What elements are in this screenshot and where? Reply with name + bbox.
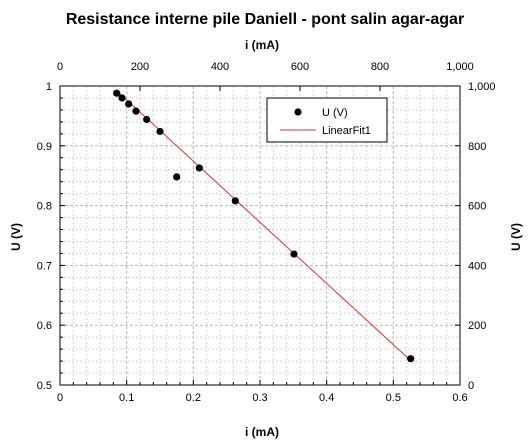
data-point	[132, 108, 139, 115]
right-y-tick-label: 600	[468, 201, 486, 213]
top-x-tick-label: 1,000	[446, 61, 474, 73]
data-point	[125, 100, 132, 107]
top-x-tick-label: 0	[57, 61, 63, 73]
x-tick-label: 0.2	[186, 392, 201, 404]
grid	[60, 86, 460, 385]
right-y-axis-label: U (V)	[509, 223, 523, 251]
legend-label-scatter: U (V)	[322, 107, 348, 119]
legend-label-line: LinearFit1	[322, 125, 371, 137]
top-x-tick-label: 600	[291, 61, 309, 73]
data-point	[156, 128, 163, 135]
data-point	[173, 173, 180, 180]
legend-marker-scatter	[294, 108, 301, 115]
top-x-axis-label: i (mA)	[245, 38, 279, 52]
x-axis-label: i (mA)	[245, 425, 279, 439]
x-tick-label: 0.6	[452, 392, 467, 404]
right-y-tick-label: 800	[468, 141, 486, 153]
data-point	[290, 250, 297, 257]
legend: U (V) LinearFit1	[267, 98, 387, 142]
y-tick-label: 0.5	[37, 380, 52, 392]
top-x-tick-label: 200	[131, 61, 149, 73]
data-point	[113, 90, 120, 97]
right-y-tick-label: 0	[468, 380, 474, 392]
x-tick-label: 0.4	[319, 392, 334, 404]
data-point	[143, 116, 150, 123]
top-x-tick-label: 400	[211, 61, 229, 73]
x-tick-label: 0.1	[119, 392, 134, 404]
right-y-tick-label: 400	[468, 260, 486, 272]
data-point	[407, 355, 414, 362]
y-tick-label: 0.6	[37, 320, 52, 332]
y-tick-label: 0.8	[37, 201, 52, 213]
top-x-tick-label: 800	[371, 61, 389, 73]
right-y-tick-label: 1,000	[468, 81, 496, 93]
x-tick-label: 0.5	[386, 392, 401, 404]
axis-ticks: 0 0.1 0.2 0.3 0.4 0.5 0.60.50.60.70.80.910 200 4…	[37, 61, 496, 404]
x-tick-label: 0.3	[252, 392, 267, 404]
y-axis-label: U (V)	[9, 223, 23, 251]
chart-title: Resistance interne pile Daniell - pont s…	[66, 11, 464, 28]
y-tick-label: 1	[46, 81, 52, 93]
plot-frame	[60, 86, 460, 385]
data-point	[232, 197, 239, 204]
y-tick-label: 0.7	[37, 260, 52, 272]
right-y-tick-label: 200	[468, 320, 486, 332]
data-point	[196, 164, 203, 171]
data-point	[118, 94, 125, 101]
y-tick-label: 0.9	[37, 141, 52, 153]
x-tick-label: 0	[57, 392, 63, 404]
